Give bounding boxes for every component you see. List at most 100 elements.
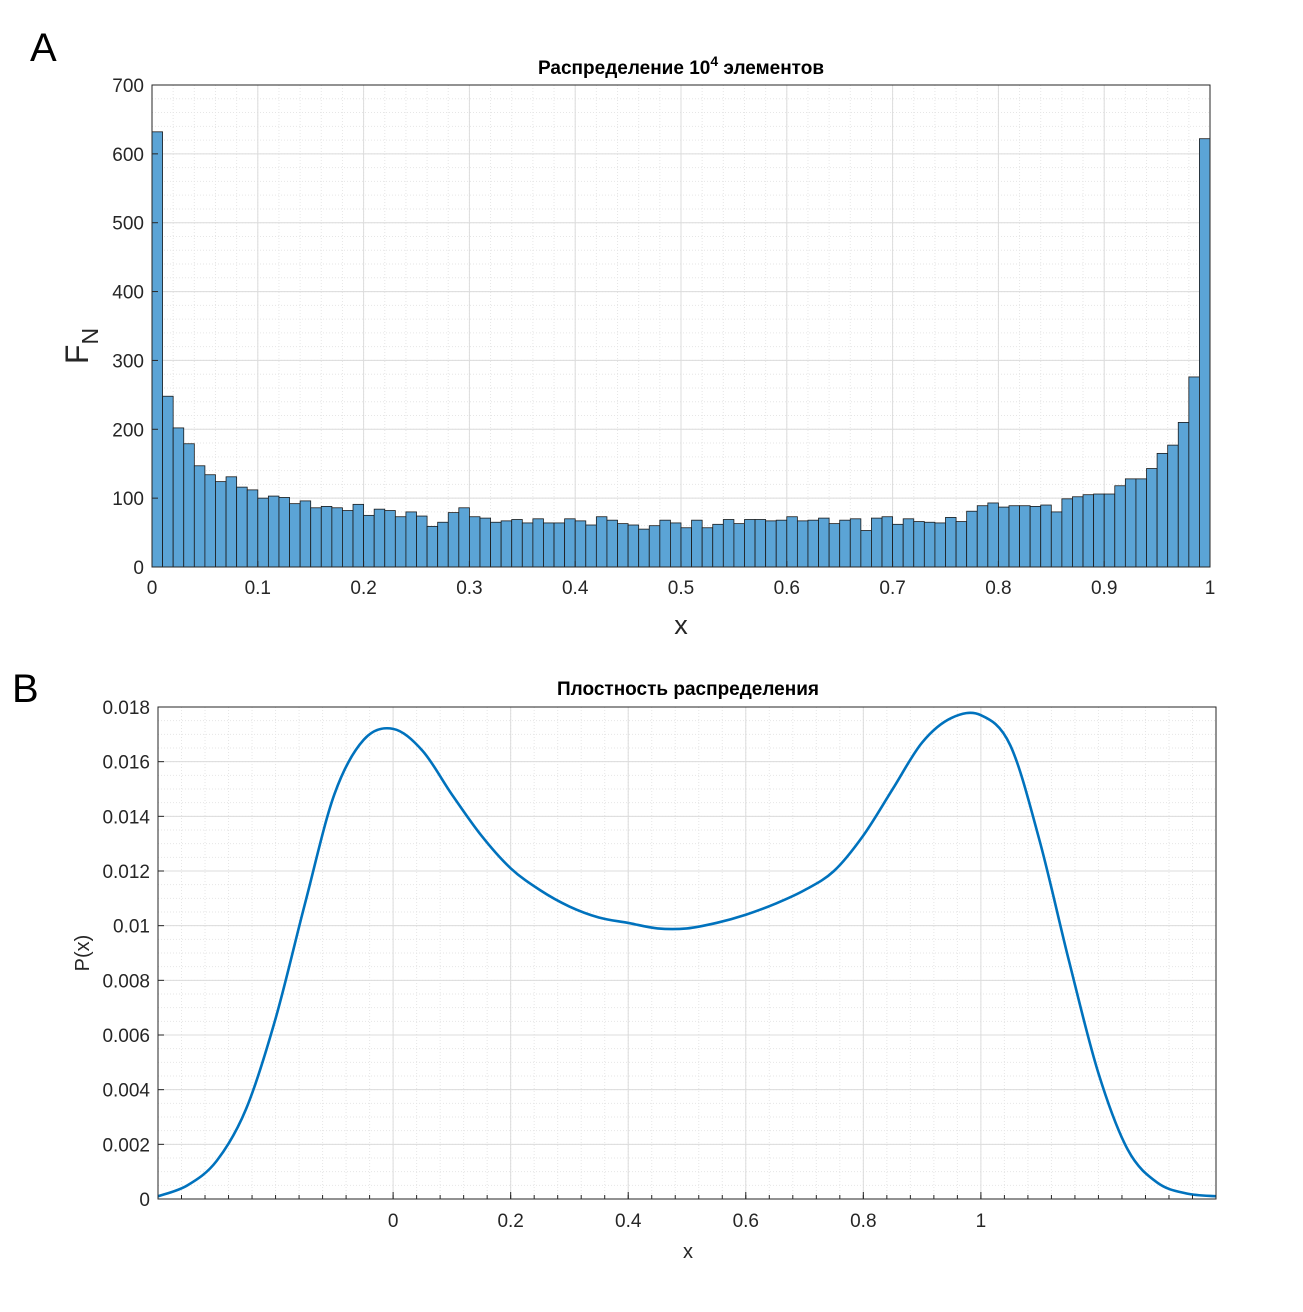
density-xtick-label: 0.8	[850, 1211, 876, 1232]
histogram-bar	[585, 524, 597, 568]
histogram-xtick-label: 0.3	[456, 578, 482, 599]
histogram-bar	[754, 519, 767, 568]
density-grid	[158, 706, 1216, 1200]
histogram-ylabel-main: F	[59, 345, 95, 365]
histogram-xtick-label: 0	[147, 578, 158, 599]
histogram-bar	[881, 516, 894, 568]
density-xlabel: x	[683, 1241, 693, 1263]
histogram-bar	[744, 519, 756, 568]
histogram-bar	[786, 516, 798, 568]
density-chart: 0 0.2 0.4 0.6 0.8 1 0 0.002 0.004 0.006 0.008 0.01 0…	[72, 679, 1217, 1263]
histogram-bar	[902, 518, 915, 568]
histogram-bar	[162, 395, 174, 568]
histogram-bar	[373, 508, 386, 568]
histogram-bar	[1072, 496, 1084, 568]
histogram-bar	[289, 503, 301, 568]
histogram-bar	[595, 516, 608, 568]
histogram-ylabel-sub: N	[77, 328, 103, 345]
histogram-bar	[1177, 421, 1190, 568]
histogram-bar	[437, 521, 449, 568]
histogram-bar	[257, 497, 269, 568]
density-ylabel: P(x)	[72, 935, 94, 972]
histogram-bar	[691, 519, 703, 568]
histogram-bar	[701, 527, 714, 568]
histogram-bar	[1008, 505, 1020, 568]
histogram-xtick-label: 0.9	[1091, 578, 1117, 599]
histogram-ytick-label: 200	[112, 420, 144, 441]
density-ytick-label: 0.008	[102, 971, 150, 992]
histogram-bar	[1029, 506, 1042, 568]
histogram-ytick-label: 700	[112, 76, 144, 97]
histogram-chart: 0 0.1 0.2 0.3 0.4 0.5 0.6 0.7 0.8 0.9 1 0 100 200 300 4…	[59, 53, 1215, 640]
histogram-bar	[564, 518, 576, 568]
histogram-bar	[871, 517, 883, 568]
histogram-bar	[532, 518, 544, 568]
histogram-bar	[1050, 511, 1063, 568]
density-ytick-label: 0.01	[113, 917, 150, 938]
histogram-bar	[246, 489, 259, 568]
histogram-bar	[331, 507, 343, 568]
histogram-xtick-label: 0.2	[350, 578, 376, 599]
histogram-xtick-label: 0.7	[879, 578, 905, 599]
histogram-bar	[352, 503, 364, 568]
histogram-bar	[1082, 494, 1095, 568]
panel-label-a: A	[30, 26, 57, 70]
histogram-bar	[818, 517, 830, 568]
histogram-bar	[945, 517, 957, 568]
histogram-bar	[923, 521, 936, 568]
histogram-bar	[458, 507, 470, 568]
histogram-title: Распределение 104 элементов	[538, 53, 824, 79]
histogram-bar	[987, 502, 999, 568]
histogram-bar	[680, 527, 692, 568]
histogram-bar	[828, 523, 841, 568]
density-xtick-label: 0.2	[497, 1211, 523, 1232]
histogram-bar	[849, 518, 862, 568]
histogram-bar	[1093, 493, 1105, 568]
histogram-bar	[775, 519, 788, 568]
histogram-bar	[204, 474, 216, 568]
histogram-bar	[193, 465, 206, 568]
histogram-bar	[310, 507, 322, 568]
histogram-bar	[606, 519, 618, 568]
histogram-bar	[172, 427, 185, 568]
density-ytick-label: 0.016	[102, 753, 150, 774]
histogram-bar	[278, 497, 290, 568]
histogram-bar	[765, 520, 777, 568]
histogram-xtick-label: 0.8	[985, 578, 1011, 599]
density-ytick-label: 0.002	[102, 1135, 150, 1156]
histogram-bar	[363, 514, 375, 568]
histogram-bar	[342, 510, 354, 568]
histogram-bar	[966, 510, 978, 568]
histogram-xtick-label: 0.6	[774, 578, 800, 599]
density-xtick-label: 0.6	[733, 1211, 759, 1232]
histogram-bar	[1199, 138, 1211, 568]
histogram-bar	[574, 520, 587, 568]
histogram-bar	[860, 530, 872, 568]
histogram-bar	[384, 510, 396, 568]
density-ytick-label: 0	[139, 1190, 150, 1211]
histogram-bar	[183, 443, 195, 568]
density-ytick-label: 0.014	[102, 807, 150, 828]
density-axes-box	[157, 706, 1217, 1200]
histogram-bar	[299, 500, 312, 568]
density-title: Плостность распределения	[557, 679, 819, 700]
histogram-bar	[521, 522, 534, 568]
histogram-bar	[1146, 468, 1158, 568]
histogram-bar	[447, 512, 460, 568]
histogram-bar	[1061, 498, 1073, 568]
histogram-ytick-label: 300	[112, 351, 144, 372]
histogram-bar	[500, 520, 513, 568]
histogram-bar	[670, 522, 682, 568]
histogram-bar	[511, 519, 523, 568]
histogram-ytick-label: 100	[112, 489, 144, 510]
density-ytick-label: 0.012	[102, 862, 150, 883]
histogram-bar	[712, 523, 724, 568]
histogram-bar	[892, 523, 904, 568]
histogram-bar	[1103, 493, 1116, 568]
histogram-bar	[839, 519, 851, 568]
histogram-bar	[468, 516, 481, 568]
density-ytick-label: 0.006	[102, 1026, 150, 1047]
density-ticks: 0 0.2 0.4 0.6 0.8 1 0 0.002 0.004 0.006 0.008 0.01 0…	[102, 698, 1217, 1232]
histogram-bar	[733, 523, 745, 568]
